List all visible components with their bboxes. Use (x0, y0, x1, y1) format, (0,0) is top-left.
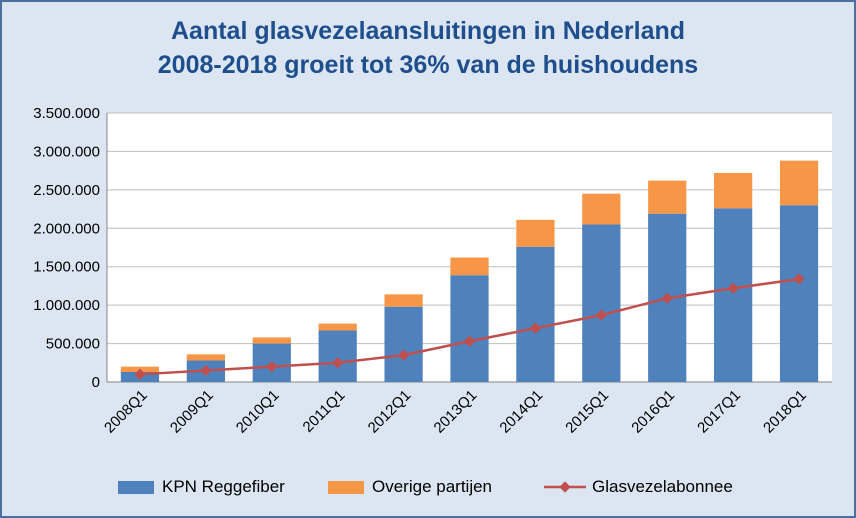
bar-kpn (450, 275, 489, 382)
legend-item-line: Glasvezelabonnee (544, 472, 733, 502)
legend-label-line: Glasvezelabonnee (592, 477, 733, 496)
legend-label-overige: Overige partijen (372, 477, 493, 496)
line-point (727, 282, 739, 294)
legend-item-kpn: KPN Reggefiber (118, 472, 285, 502)
bar-overige (186, 354, 225, 361)
line-point (134, 368, 146, 380)
line-point (793, 273, 805, 285)
bar-kpn (714, 208, 753, 382)
line-point (200, 364, 212, 377)
line-point (595, 309, 607, 321)
y-tick-label: 1.000.000 (33, 297, 100, 314)
x-tick-label: 2008Q1 (101, 387, 151, 437)
bar-kpn (582, 224, 621, 382)
line-point (397, 349, 410, 361)
x-tick-label: 2016Q1 (628, 387, 678, 437)
line-point (661, 292, 673, 304)
chart-title-line1: Aantal glasvezelaansluitingen in Nederla… (170, 17, 686, 45)
bar-overige (318, 323, 357, 331)
legend-swatch-kpn (118, 480, 154, 494)
x-tick-label: 2009Q1 (167, 387, 217, 437)
bar-kpn (384, 306, 423, 382)
chart-title: Aantal glasvezelaansluitingen in Nederla… (0, 14, 856, 82)
legend-marker-line (544, 481, 586, 493)
chart-title-line2: 2008-2018 groeit tot 36% van de huishoud… (157, 51, 699, 79)
line-point (463, 335, 476, 347)
x-tick-label: 2010Q1 (233, 387, 283, 437)
legend-label-kpn: KPN Reggefiber (162, 477, 285, 496)
bar-kpn (516, 246, 555, 382)
y-tick-label: 3.500.000 (33, 105, 100, 122)
y-tick-label: 0 (92, 374, 100, 391)
bar-overige (582, 193, 621, 225)
chart-legend: KPN Reggefiber Overige partijen Glasveze… (0, 472, 856, 502)
line-point (332, 357, 344, 369)
x-tick-label: 2017Q1 (694, 387, 744, 437)
x-tick-label: 2011Q1 (300, 387, 349, 436)
bar-overige (648, 180, 687, 214)
x-tick-label: 2012Q1 (365, 387, 415, 437)
bar-overige (450, 257, 489, 276)
bar-chart: 0 500.000 1.000.000 1.500.000 2.000.000 2.500… (33, 105, 832, 437)
y-tick-label: 500.000 (46, 336, 100, 353)
line-point (529, 322, 542, 334)
x-tick-label: 2013Q1 (431, 387, 481, 437)
x-tick-label: 2018Q1 (760, 387, 810, 437)
line-point (266, 360, 278, 373)
legend-swatch-overige (328, 480, 364, 494)
y-tick-label: 1.500.000 (33, 259, 100, 276)
bar-overige (252, 337, 291, 344)
bar-kpn (318, 330, 357, 382)
bar-overige (516, 219, 555, 247)
bar-overige (714, 172, 753, 209)
x-tick-label: 2014Q1 (496, 387, 546, 437)
bar-kpn (779, 205, 819, 382)
legend-item-overige: Overige partijen (328, 472, 492, 502)
bar-overige (779, 160, 819, 206)
y-tick-label: 2.500.000 (33, 182, 100, 199)
x-tick-label: 2015Q1 (562, 387, 612, 437)
bar-overige (384, 294, 423, 307)
y-tick-label: 2.000.000 (33, 220, 100, 237)
y-tick-label: 3.000.000 (33, 143, 100, 160)
